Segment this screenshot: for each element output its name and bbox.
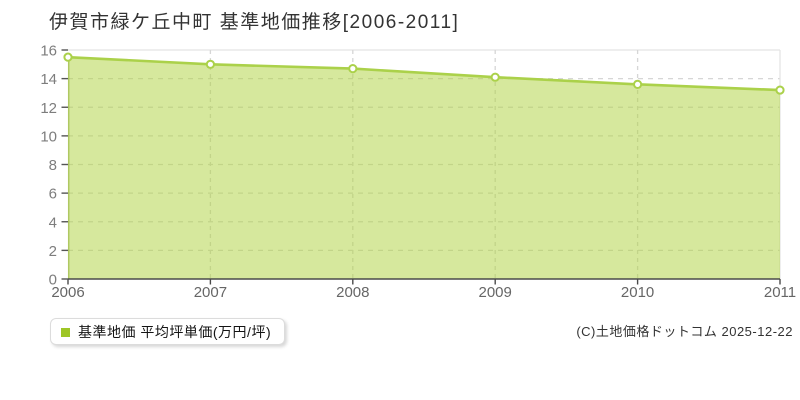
x-tick-label: 2009 <box>479 284 512 301</box>
y-tick-label: 12 <box>40 100 57 117</box>
x-tick-label: 2008 <box>336 284 369 301</box>
data-point-marker <box>205 59 215 69</box>
y-tick-label: 6 <box>49 186 57 203</box>
data-point-marker <box>633 79 643 89</box>
trend-line <box>66 55 782 92</box>
y-tick-label: 16 <box>40 43 57 60</box>
x-tick-label: 2006 <box>51 284 84 301</box>
x-tick-label: 2010 <box>621 284 654 301</box>
y-tick-label: 10 <box>40 128 57 145</box>
legend-swatch-icon <box>61 327 70 337</box>
data-point-marker <box>63 52 73 62</box>
area-fill <box>68 57 780 279</box>
x-tick-label: 2011 <box>764 284 796 301</box>
legend: 基準地価 平均坪単価(万円/坪) <box>50 318 286 345</box>
legend-label: 基準地価 平均坪単価(万円/坪) <box>78 323 272 340</box>
y-tick-label: 2 <box>49 243 57 260</box>
data-point-marker <box>775 85 785 95</box>
copyright-text: (C)土地価格ドットコム 2025-12-22 <box>576 324 793 339</box>
y-tick-label: 4 <box>49 214 57 231</box>
y-tick-label: 14 <box>40 71 57 88</box>
price-trend-plot: 2006 2007 2008 2009 2010 2011 0 2 4 6 8 10 12 14 16 <box>40 43 796 302</box>
data-point-marker <box>490 72 500 82</box>
y-tick-label: 0 <box>49 272 57 289</box>
y-tick-label: 8 <box>49 157 57 174</box>
chart-title: 伊賀市緑ケ丘中町 基準地価推移[2006-2011] <box>49 12 460 33</box>
data-point-marker <box>348 64 358 74</box>
x-tick-label: 2007 <box>194 284 227 301</box>
